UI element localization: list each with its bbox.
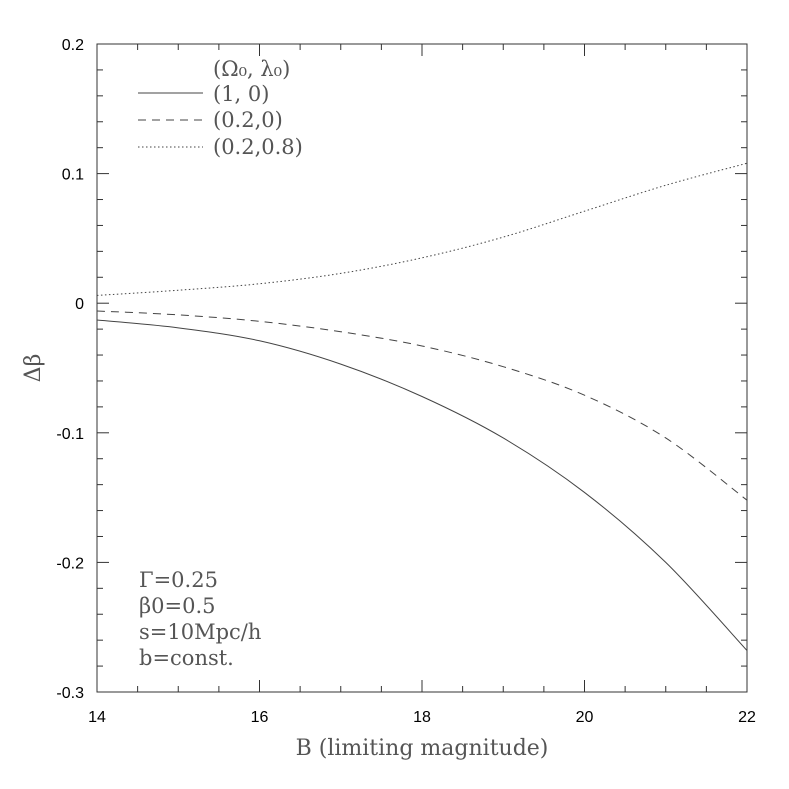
y-tick-label: -0.3 bbox=[56, 685, 84, 702]
series-line-1 bbox=[96, 319, 748, 651]
y-tick-label: 0.2 bbox=[62, 37, 84, 54]
parameter-annotations: Γ=0.25 β0=0.5 s=10Mpc/h b=const. bbox=[139, 568, 261, 670]
x-tick-label: 18 bbox=[413, 709, 431, 726]
series-line-3 bbox=[96, 162, 748, 296]
annotation-gamma: Γ=0.25 bbox=[139, 568, 218, 592]
x-tick-label: 14 bbox=[88, 709, 106, 726]
y-tick-label: -0.1 bbox=[56, 426, 84, 443]
y-axis-label: Δβ bbox=[21, 354, 46, 383]
series-lines bbox=[96, 162, 748, 651]
y-tick-label: 0.1 bbox=[62, 167, 84, 184]
tick-labels: 14 16 18 20 22 -0.3 -0.2 -0.1 0 0.1 0.2 bbox=[56, 37, 756, 726]
legend-label-2: (0.2,0) bbox=[213, 108, 283, 132]
annotation-scale: s=10Mpc/h bbox=[139, 620, 261, 644]
x-axis-label: B (limiting magnitude) bbox=[296, 736, 549, 761]
x-tick-label: 22 bbox=[738, 709, 756, 726]
legend-header: (Ω₀, λ₀) bbox=[213, 57, 290, 81]
x-tick-label: 20 bbox=[576, 709, 594, 726]
y-tick-label: -0.2 bbox=[56, 555, 84, 572]
legend-label-1: (1, 0) bbox=[213, 82, 269, 106]
annotation-bias: b=const. bbox=[139, 646, 234, 670]
tick-marks bbox=[96, 43, 748, 693]
series-line-2 bbox=[96, 310, 748, 501]
y-tick-label: 0 bbox=[75, 296, 84, 313]
annotation-beta0: β0=0.5 bbox=[139, 594, 216, 618]
legend-label-3: (0.2,0.8) bbox=[213, 135, 303, 159]
legend: (Ω₀, λ₀) (1, 0) (0.2,0) (0.2,0.8) bbox=[138, 57, 303, 159]
x-tick-label: 16 bbox=[251, 709, 269, 726]
